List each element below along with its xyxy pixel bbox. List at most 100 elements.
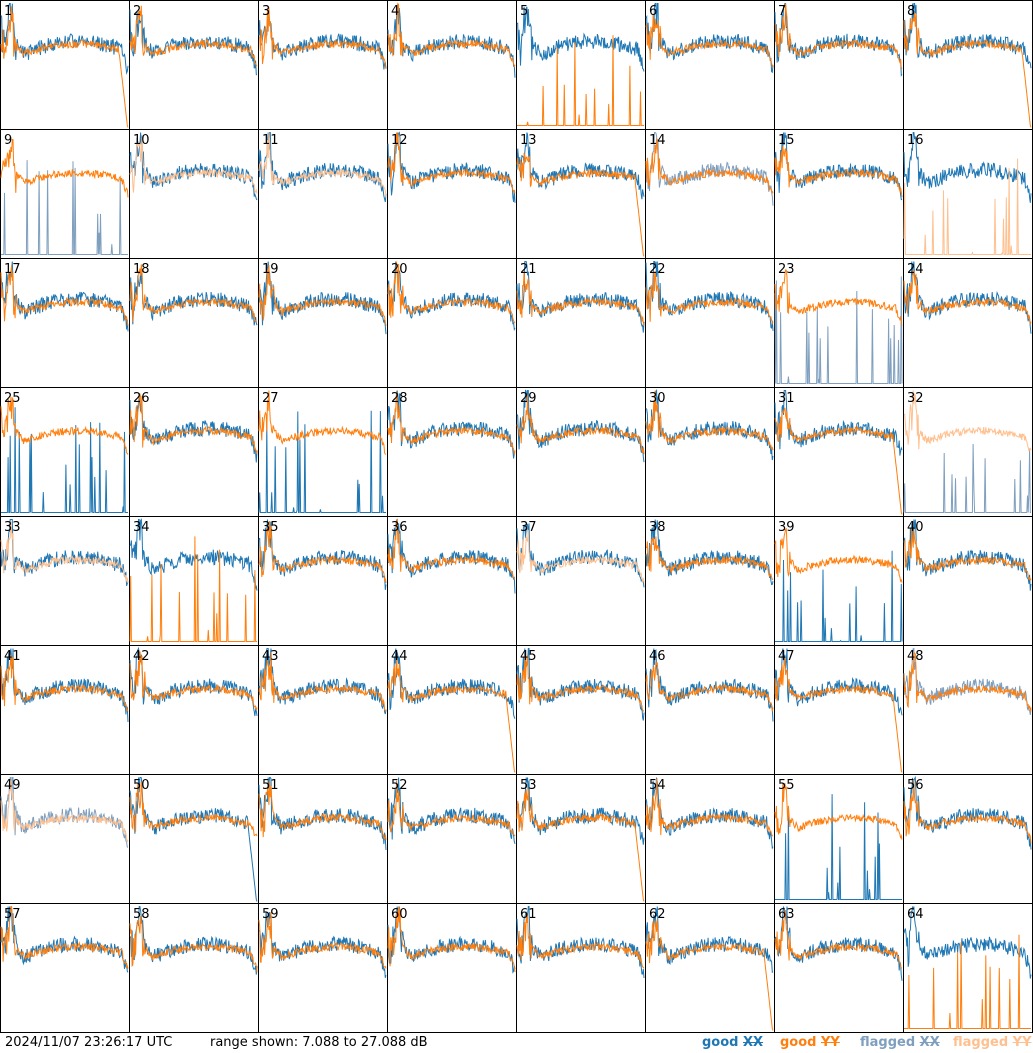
panel-label: 27 bbox=[262, 391, 279, 406]
series-yy-line bbox=[0, 396, 129, 455]
series-yy-line bbox=[387, 391, 516, 455]
panel-label: 10 bbox=[133, 133, 150, 148]
panel-53: 53 bbox=[516, 774, 646, 904]
range-text: range shown: 7.088 to 27.088 dB bbox=[210, 1035, 428, 1050]
panel-frame bbox=[903, 258, 1033, 388]
series-xx-line bbox=[387, 518, 516, 594]
series-yy-line bbox=[0, 138, 129, 198]
panel-label: 3 bbox=[262, 4, 270, 19]
legend-good-xx-prefix: good bbox=[702, 1035, 743, 1050]
panel-frame bbox=[774, 645, 904, 775]
panel-label: 55 bbox=[778, 778, 795, 793]
panel-17: 17 bbox=[0, 258, 130, 388]
panel-label: 30 bbox=[649, 391, 666, 406]
panel-label: 41 bbox=[4, 649, 21, 664]
series-xx-line bbox=[258, 519, 387, 590]
panel-label: 28 bbox=[391, 391, 408, 406]
panel-label: 47 bbox=[778, 649, 795, 664]
panel-39: 39 bbox=[774, 516, 904, 646]
panel-label: 48 bbox=[907, 649, 924, 664]
panel-label: 8 bbox=[907, 4, 915, 19]
panel-frame bbox=[645, 0, 775, 130]
panel-frame bbox=[387, 0, 517, 130]
series-yy-line bbox=[258, 132, 387, 198]
panel-frame bbox=[903, 516, 1033, 646]
panel-frame bbox=[258, 129, 388, 259]
series-xx-line bbox=[645, 519, 774, 586]
series-xx-line bbox=[129, 393, 258, 463]
panel-26: 26 bbox=[129, 387, 259, 517]
panel-frame bbox=[774, 516, 904, 646]
panel-frame bbox=[0, 903, 130, 1033]
series-yy-line bbox=[903, 652, 1032, 713]
panel-label: 6 bbox=[649, 4, 657, 19]
panel-label: 40 bbox=[907, 520, 924, 535]
series-yy-line bbox=[903, 158, 1031, 255]
panel-44: 44 bbox=[387, 645, 517, 775]
panel-frame bbox=[258, 516, 388, 646]
series-yy-line bbox=[645, 271, 774, 325]
series-yy-line bbox=[258, 912, 387, 969]
panel-frame bbox=[516, 0, 646, 130]
panel-frame bbox=[774, 258, 904, 388]
panel-frame bbox=[258, 258, 388, 388]
panel-frame bbox=[903, 387, 1033, 517]
panel-frame bbox=[258, 387, 388, 517]
panel-frame bbox=[258, 645, 388, 775]
series-xx-line bbox=[903, 132, 1032, 203]
panel-16: 16 bbox=[903, 129, 1033, 259]
series-xx-line bbox=[129, 132, 258, 201]
series-xx-line bbox=[258, 12, 387, 70]
series-yy-line bbox=[0, 654, 129, 712]
panel-20: 20 bbox=[387, 258, 517, 388]
series-yy-line bbox=[516, 654, 645, 712]
panel-label: 4 bbox=[391, 4, 399, 19]
panel-54: 54 bbox=[645, 774, 775, 904]
panel-label: 24 bbox=[907, 262, 924, 277]
panel-41: 41 bbox=[0, 645, 130, 775]
series-yy-line bbox=[258, 7, 387, 69]
series-yy-line bbox=[387, 261, 516, 324]
series-yy-line bbox=[903, 12, 1032, 128]
panel-label: 35 bbox=[262, 520, 279, 535]
panel-label: 36 bbox=[391, 520, 408, 535]
panel-label: 29 bbox=[520, 391, 537, 406]
legend-flagged-yy: flagged YY bbox=[953, 1035, 1032, 1050]
panel-label: 12 bbox=[391, 133, 408, 148]
series-xx-line bbox=[0, 648, 129, 723]
panel-42: 42 bbox=[129, 645, 259, 775]
series-yy-line bbox=[774, 782, 903, 840]
panel-label: 64 bbox=[907, 907, 924, 922]
panel-frame bbox=[645, 387, 775, 517]
panel-label: 22 bbox=[649, 262, 666, 277]
panel-34: 34 bbox=[129, 516, 259, 646]
series-yy-line bbox=[903, 390, 1032, 452]
series-xx-line bbox=[1, 160, 128, 255]
series-yy-line bbox=[129, 5, 258, 67]
panel-33: 33 bbox=[0, 516, 130, 646]
panel-50: 50 bbox=[129, 774, 259, 904]
panel-52: 52 bbox=[387, 774, 517, 904]
legend-flagged-xx-mark: XX bbox=[919, 1035, 940, 1050]
panel-frame bbox=[774, 129, 904, 259]
series-xx-line bbox=[387, 648, 516, 719]
panel-label: 52 bbox=[391, 778, 408, 793]
panel-frame bbox=[903, 774, 1033, 904]
panel-frame bbox=[645, 516, 775, 646]
panel-label: 14 bbox=[649, 133, 666, 148]
panel-15: 15 bbox=[774, 129, 904, 259]
series-yy-line bbox=[516, 395, 645, 455]
panel-19: 19 bbox=[258, 258, 388, 388]
panel-frame bbox=[645, 774, 775, 904]
panel-48: 48 bbox=[903, 645, 1033, 775]
series-xx-line bbox=[516, 906, 645, 979]
series-xx-line bbox=[387, 777, 516, 844]
panel-label: 43 bbox=[262, 649, 279, 664]
series-yy-line bbox=[387, 906, 516, 973]
panel-label: 50 bbox=[133, 778, 150, 793]
panel-frame bbox=[258, 0, 388, 130]
legend-flagged-xx: flagged XX bbox=[860, 1035, 940, 1050]
series-xx-line bbox=[774, 276, 903, 384]
panel-frame bbox=[516, 774, 646, 904]
panel-45: 45 bbox=[516, 645, 646, 775]
